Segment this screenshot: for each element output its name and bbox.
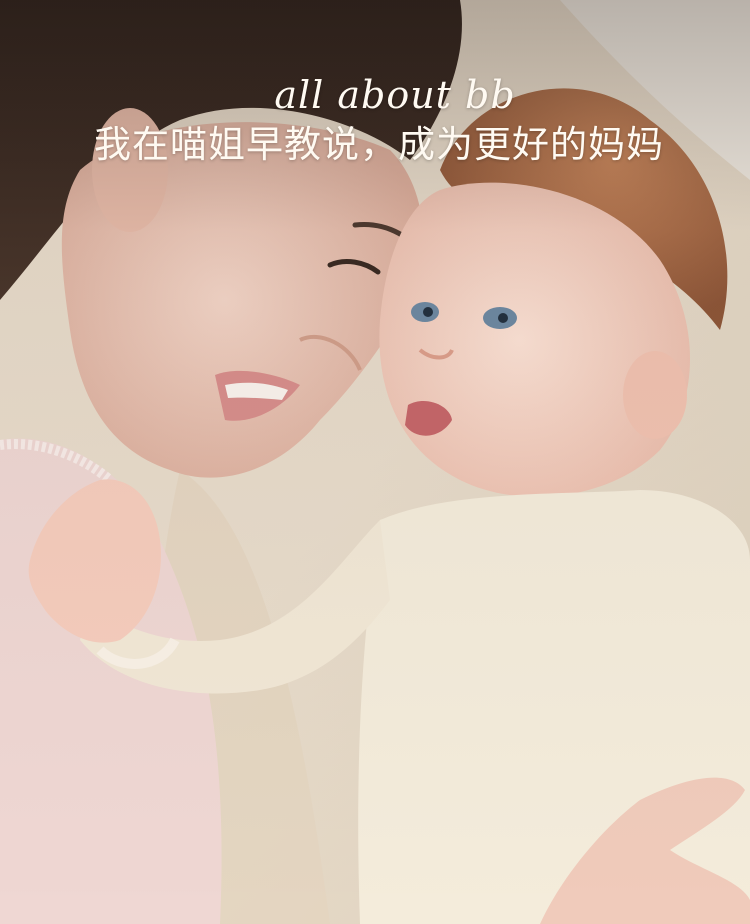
brand-script-line: all about bb bbox=[0, 70, 750, 120]
headline: 我在喵姐早教说，成为更好的妈妈 bbox=[0, 120, 750, 170]
caption: all about bb 我在喵姐早教说，成为更好的妈妈 bbox=[0, 70, 750, 170]
